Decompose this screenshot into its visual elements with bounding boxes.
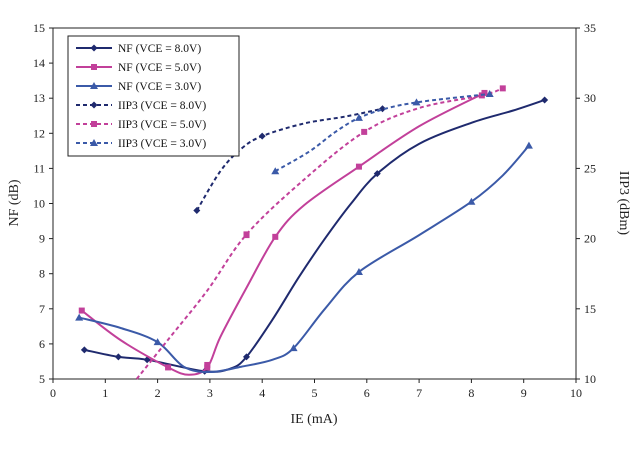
data-point xyxy=(361,128,368,135)
y-tick-label: 5 xyxy=(39,372,45,386)
data-point xyxy=(354,267,363,275)
x-tick-label: 3 xyxy=(207,386,213,400)
x-tick-label: 9 xyxy=(521,386,527,400)
legend-item: NF (VCE = 5.0V) xyxy=(76,62,201,74)
legend-label: NF (VCE = 5.0V) xyxy=(118,62,201,74)
series-1 xyxy=(80,96,549,375)
y-tick-label: 9 xyxy=(39,232,45,246)
x-tick-label: 2 xyxy=(155,386,161,400)
data-point xyxy=(114,353,122,361)
y-axis-label: NF (dB) xyxy=(7,179,22,226)
y2-tick-label: 25 xyxy=(584,161,596,175)
data-point xyxy=(243,353,251,361)
y2-tick-label: 10 xyxy=(584,372,596,386)
legend-item: NF (VCE = 3.0V) xyxy=(76,81,201,93)
data-point xyxy=(153,338,162,346)
data-point xyxy=(499,85,506,92)
x-tick-label: 7 xyxy=(416,386,422,400)
data-point xyxy=(289,344,298,352)
series-line xyxy=(135,87,504,380)
y-tick-label: 15 xyxy=(33,21,45,35)
data-point xyxy=(355,163,362,170)
legend-item: IIP3 (VCE = 5.0V) xyxy=(76,119,206,131)
data-point xyxy=(80,346,88,354)
x-tick-label: 4 xyxy=(259,386,265,400)
data-point xyxy=(524,141,533,149)
legend-marker xyxy=(91,121,97,127)
y2-tick-label: 15 xyxy=(584,302,596,316)
data-point xyxy=(272,233,279,240)
series-3 xyxy=(75,141,533,373)
series-layer xyxy=(75,85,549,380)
data-point xyxy=(165,364,172,371)
y2-tick-label: 35 xyxy=(584,21,596,35)
x-axis-label: IE (mA) xyxy=(290,412,337,427)
legend-marker xyxy=(90,101,98,109)
legend-label: NF (VCE = 8.0V) xyxy=(118,43,201,55)
legend-label: NF (VCE = 3.0V) xyxy=(118,81,201,93)
x-tick-label: 1 xyxy=(102,386,108,400)
data-point xyxy=(467,197,476,205)
legend-label: IIP3 (VCE = 3.0V) xyxy=(118,138,206,150)
data-point xyxy=(541,96,549,104)
data-point xyxy=(271,167,280,175)
data-point xyxy=(485,89,494,97)
data-point xyxy=(75,313,84,321)
x-tick-label: 5 xyxy=(312,386,318,400)
legend-marker xyxy=(90,44,98,52)
data-point xyxy=(243,231,250,238)
legend-marker xyxy=(91,64,97,70)
y-tick-label: 7 xyxy=(39,302,45,316)
series-6 xyxy=(271,89,494,175)
x-tick-label: 10 xyxy=(570,386,582,400)
y-tick-label: 14 xyxy=(33,56,45,70)
y-tick-label: 11 xyxy=(33,161,45,175)
series-4 xyxy=(193,105,386,215)
series-line xyxy=(274,92,490,173)
x-tick-label: 0 xyxy=(50,386,56,400)
legend-item: NF (VCE = 8.0V) xyxy=(76,43,201,55)
y-tick-label: 8 xyxy=(39,267,45,281)
x-tick-label: 8 xyxy=(468,386,474,400)
y-tick-label: 10 xyxy=(33,197,45,211)
legend-box xyxy=(67,35,240,157)
legend-marker xyxy=(90,139,98,146)
x-tick-label: 6 xyxy=(364,386,370,400)
legend-label: IIP3 (VCE = 5.0V) xyxy=(118,119,206,131)
y2-tick-label: 30 xyxy=(584,91,596,105)
data-point xyxy=(204,361,211,368)
data-point xyxy=(373,170,381,178)
y2-tick-label: 20 xyxy=(584,232,596,246)
legend-item: IIP3 (VCE = 8.0V) xyxy=(76,100,206,112)
data-point xyxy=(354,113,363,121)
series-line xyxy=(84,99,545,373)
data-point xyxy=(412,98,421,106)
y-tick-label: 12 xyxy=(33,126,45,140)
data-point xyxy=(258,132,266,140)
data-point xyxy=(78,307,85,314)
data-point xyxy=(193,207,201,215)
y-tick-label: 13 xyxy=(33,91,45,105)
legend-item: IIP3 (VCE = 3.0V) xyxy=(76,138,206,150)
axes: 0 1 2 3 4 5 6 7 8 9 105678910111213141510152025303… xyxy=(33,21,596,400)
y-tick-label: 6 xyxy=(39,337,45,351)
legend-label: IIP3 (VCE = 8.0V) xyxy=(118,100,206,112)
legend-marker xyxy=(90,82,98,89)
y2-axis-label: IIP3 (dBm) xyxy=(616,171,631,236)
legend: NF (VCE = 8.0V) NF (VCE = 5.0V) NF (VCE = … xyxy=(67,35,240,157)
